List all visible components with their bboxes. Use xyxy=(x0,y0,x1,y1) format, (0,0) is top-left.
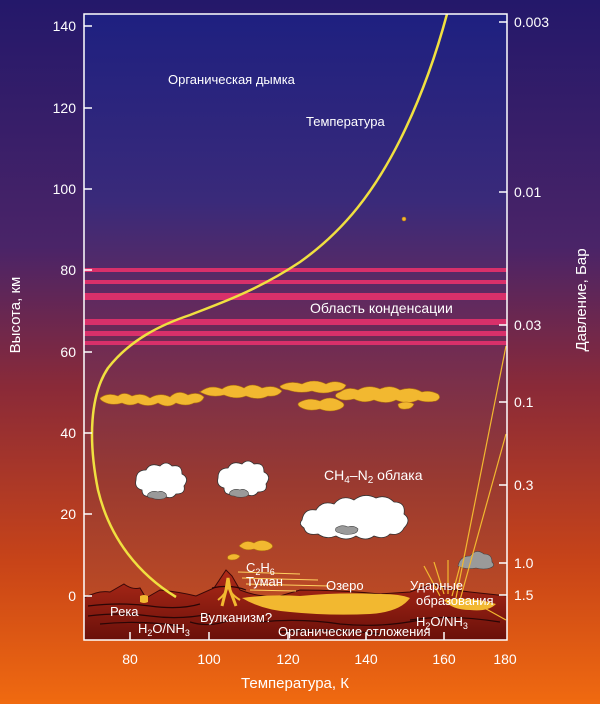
left-tick-20: 20 xyxy=(60,506,76,522)
impact-rays xyxy=(423,345,507,621)
label-c2h6: C2H6 xyxy=(246,560,275,577)
cloud-layer xyxy=(99,216,440,561)
left-axis-ticks xyxy=(84,25,92,597)
right-tick-003: 0.03 xyxy=(514,317,541,333)
bottom-tick-labels: 80 100 120 140 160 180 xyxy=(122,651,517,667)
right-tick-01: 0.1 xyxy=(514,394,534,410)
right-tick-0003: 0.003 xyxy=(514,14,549,30)
label-h2o-nh3-right: H2O/NH3 xyxy=(416,614,468,631)
right-axis-ticks xyxy=(499,21,507,596)
left-tick-120: 120 xyxy=(53,100,77,116)
label-impact-2: образования xyxy=(416,593,494,608)
surface xyxy=(83,569,508,641)
label-ch4-n2-clouds: CH4–N2 облака xyxy=(324,467,423,486)
label-fog: Туман xyxy=(246,574,283,589)
bottom-axis-ticks xyxy=(129,632,445,640)
bottom-tick-160: 160 xyxy=(432,651,456,667)
label-organic-haze: Органическая дымка xyxy=(168,72,296,87)
plot-border xyxy=(83,13,508,641)
left-tick-0: 0 xyxy=(68,588,76,604)
white-clouds xyxy=(135,460,409,540)
label-impact-1: Ударные xyxy=(410,578,463,593)
bottom-tick-80: 80 xyxy=(122,651,138,667)
label-h2o-nh3-left: H2O/NH3 xyxy=(138,621,190,638)
left-axis-title: Высота, км xyxy=(7,277,24,354)
left-tick-60: 60 xyxy=(60,344,76,360)
right-tick-labels: 0.003 0.01 0.03 0.1 0.3 1.0 1.5 xyxy=(514,14,549,603)
bottom-axis-title: Температура, К xyxy=(241,675,349,692)
label-condensation-region: Область конденсации xyxy=(310,300,453,316)
bottom-tick-100: 100 xyxy=(197,651,221,667)
label-river: Река xyxy=(110,604,139,619)
label-lake: Озеро xyxy=(326,578,364,593)
condensation-bands xyxy=(84,268,507,345)
left-tick-100: 100 xyxy=(53,181,77,197)
grey-clouds xyxy=(147,489,494,570)
right-tick-001: 0.01 xyxy=(514,184,541,200)
label-temperature: Температура xyxy=(306,114,386,129)
plot-area xyxy=(84,14,507,640)
lake-shape xyxy=(242,593,410,615)
label-organic-deposits: Органические отложения xyxy=(278,624,431,639)
label-volcanism: Вулканизм? xyxy=(200,610,272,625)
bottom-tick-120: 120 xyxy=(276,651,300,667)
right-tick-15: 1.5 xyxy=(514,587,534,603)
fog-lines xyxy=(237,571,331,592)
temperature-curve xyxy=(90,13,449,599)
left-tick-labels: 140 120 100 80 60 40 20 0 xyxy=(53,18,77,604)
right-axis-title: Давление, Бар xyxy=(573,248,590,351)
bottom-tick-140: 140 xyxy=(354,651,378,667)
bottom-tick-180: 180 xyxy=(493,651,517,667)
left-tick-40: 40 xyxy=(60,425,76,441)
left-tick-80: 80 xyxy=(60,262,76,278)
right-tick-03: 0.3 xyxy=(514,477,534,493)
right-tick-10: 1.0 xyxy=(514,555,534,571)
left-tick-140: 140 xyxy=(53,18,77,34)
